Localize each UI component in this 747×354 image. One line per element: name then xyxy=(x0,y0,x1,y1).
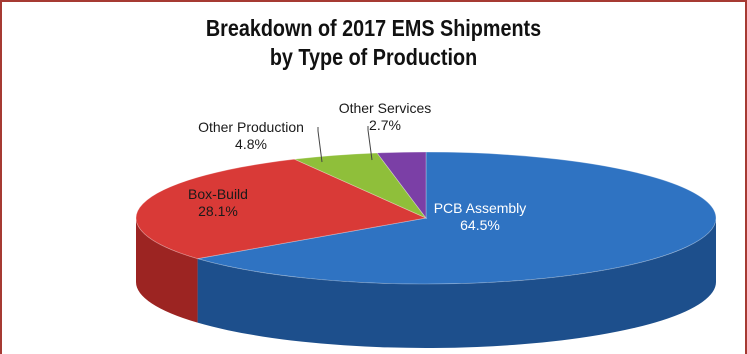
pie-slice-other-production xyxy=(292,152,428,219)
slice-value-box-build: 28.1% xyxy=(198,203,238,219)
slice-label-other-services: Other Services xyxy=(339,100,432,116)
slice-value-pcb-assembly: 64.5% xyxy=(460,217,500,233)
leader-line-other-production xyxy=(317,127,323,163)
pie-slice-other-services xyxy=(376,151,427,220)
slice-label-box-build: Box-Build xyxy=(188,186,248,202)
slice-label-other-production: Other Production xyxy=(198,119,304,135)
pie-depth-layer xyxy=(136,218,716,349)
slice-label-pcb-assembly: PCB Assembly xyxy=(434,200,527,216)
pie-leader-lines xyxy=(317,126,373,163)
chart-title: Breakdown of 2017 EMS Shipments by Type … xyxy=(52,14,694,72)
pie-slice-box-build xyxy=(135,158,428,260)
leader-line-other-services xyxy=(367,126,373,161)
slice-value-other-services: 2.7% xyxy=(369,117,401,133)
slice-value-other-production: 4.8% xyxy=(235,136,267,152)
pie-side-box-build xyxy=(136,218,198,323)
pie-side-pcb-assembly xyxy=(197,218,716,349)
pie-slice-pcb-assembly xyxy=(197,151,717,285)
chart-title-line-2: by Type of Production xyxy=(269,44,478,70)
chart-title-line-1: Breakdown of 2017 EMS Shipments xyxy=(205,15,542,41)
pie-slices xyxy=(135,151,717,285)
